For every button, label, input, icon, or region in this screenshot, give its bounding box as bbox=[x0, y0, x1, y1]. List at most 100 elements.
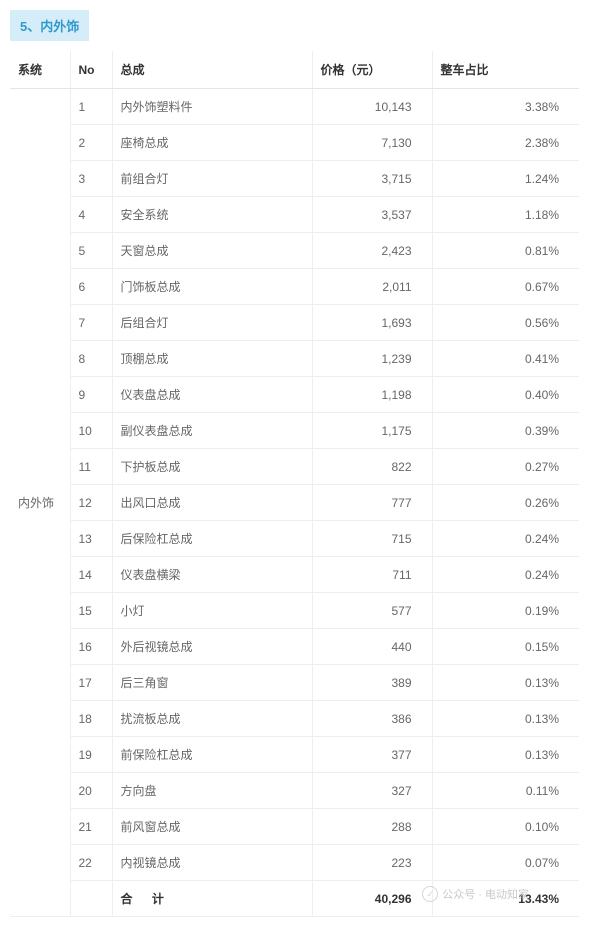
table-row: 6门饰板总成2,0110.67% bbox=[10, 269, 579, 305]
cell-no: 20 bbox=[70, 773, 112, 809]
table-row: 9仪表盘总成1,1980.40% bbox=[10, 377, 579, 413]
cell-no: 11 bbox=[70, 449, 112, 485]
table-row: 18扰流板总成3860.13% bbox=[10, 701, 579, 737]
cell-name: 座椅总成 bbox=[112, 125, 312, 161]
cell-price: 10,143 bbox=[312, 89, 432, 125]
cell-no: 5 bbox=[70, 233, 112, 269]
section-number: 5、 bbox=[20, 19, 40, 34]
cell-name: 副仪表盘总成 bbox=[112, 413, 312, 449]
cell-name: 仪表盘总成 bbox=[112, 377, 312, 413]
cell-price: 7,130 bbox=[312, 125, 432, 161]
cell-name: 方向盘 bbox=[112, 773, 312, 809]
cell-no: 4 bbox=[70, 197, 112, 233]
cell-name: 后组合灯 bbox=[112, 305, 312, 341]
cell-name: 内视镜总成 bbox=[112, 845, 312, 881]
total-price: 40,296 bbox=[312, 881, 432, 917]
cell-ratio: 0.56% bbox=[432, 305, 579, 341]
cell-ratio: 0.81% bbox=[432, 233, 579, 269]
cell-price: 288 bbox=[312, 809, 432, 845]
table-row: 21前风窗总成2880.10% bbox=[10, 809, 579, 845]
cell-name: 门饰板总成 bbox=[112, 269, 312, 305]
cell-price: 3,537 bbox=[312, 197, 432, 233]
cell-ratio: 3.38% bbox=[432, 89, 579, 125]
cell-no: 18 bbox=[70, 701, 112, 737]
table-row: 14仪表盘横梁7110.24% bbox=[10, 557, 579, 593]
wechat-icon: ✓ bbox=[422, 886, 438, 902]
cell-no: 21 bbox=[70, 809, 112, 845]
cell-name: 后三角窗 bbox=[112, 665, 312, 701]
cell-price: 822 bbox=[312, 449, 432, 485]
cell-ratio: 0.39% bbox=[432, 413, 579, 449]
cell-name: 扰流板总成 bbox=[112, 701, 312, 737]
cell-price: 2,423 bbox=[312, 233, 432, 269]
cell-price: 377 bbox=[312, 737, 432, 773]
cell-ratio: 0.40% bbox=[432, 377, 579, 413]
cell-ratio: 1.18% bbox=[432, 197, 579, 233]
cell-no: 1 bbox=[70, 89, 112, 125]
header-system: 系统 bbox=[10, 51, 70, 89]
cell-no: 9 bbox=[70, 377, 112, 413]
cell-no: 19 bbox=[70, 737, 112, 773]
header-price: 价格（元） bbox=[312, 51, 432, 89]
table-row: 5天窗总成2,4230.81% bbox=[10, 233, 579, 269]
cell-no: 14 bbox=[70, 557, 112, 593]
cell-name: 小灯 bbox=[112, 593, 312, 629]
cell-no: 3 bbox=[70, 161, 112, 197]
table-row: 13后保险杠总成7150.24% bbox=[10, 521, 579, 557]
cell-ratio: 0.24% bbox=[432, 557, 579, 593]
cell-ratio: 0.10% bbox=[432, 809, 579, 845]
cell-ratio: 0.15% bbox=[432, 629, 579, 665]
table-row: 2座椅总成7,1302.38% bbox=[10, 125, 579, 161]
cell-ratio: 0.13% bbox=[432, 665, 579, 701]
cell-no: 8 bbox=[70, 341, 112, 377]
cell-name: 顶棚总成 bbox=[112, 341, 312, 377]
table-row: 15小灯5770.19% bbox=[10, 593, 579, 629]
table-row: 3前组合灯3,7151.24% bbox=[10, 161, 579, 197]
table-row: 11下护板总成8220.27% bbox=[10, 449, 579, 485]
section-title: 内外饰 bbox=[40, 19, 79, 34]
table-row: 12出风口总成7770.26% bbox=[10, 485, 579, 521]
cell-name: 仪表盘横梁 bbox=[112, 557, 312, 593]
table-row: 内外饰1内外饰塑料件10,1433.38% bbox=[10, 89, 579, 125]
cell-ratio: 0.19% bbox=[432, 593, 579, 629]
cell-name: 下护板总成 bbox=[112, 449, 312, 485]
cell-no: 2 bbox=[70, 125, 112, 161]
cell-name: 前组合灯 bbox=[112, 161, 312, 197]
cell-name: 外后视镜总成 bbox=[112, 629, 312, 665]
table-row: 4安全系统3,5371.18% bbox=[10, 197, 579, 233]
section-header: 5、内外饰 bbox=[10, 10, 89, 41]
cell-ratio: 0.13% bbox=[432, 701, 579, 737]
cell-no: 17 bbox=[70, 665, 112, 701]
table-row: 19前保险杠总成3770.13% bbox=[10, 737, 579, 773]
cell-ratio: 0.24% bbox=[432, 521, 579, 557]
cell-price: 1,239 bbox=[312, 341, 432, 377]
cell-name: 内外饰塑料件 bbox=[112, 89, 312, 125]
table-row: 22内视镜总成2230.07% bbox=[10, 845, 579, 881]
cell-price: 2,011 bbox=[312, 269, 432, 305]
cell-ratio: 0.67% bbox=[432, 269, 579, 305]
total-label: 合 计 bbox=[112, 881, 312, 917]
cell-no: 6 bbox=[70, 269, 112, 305]
watermark: ✓ 公众号 · 电动知家 bbox=[422, 886, 529, 902]
cell-name: 安全系统 bbox=[112, 197, 312, 233]
system-cell: 内外饰 bbox=[10, 89, 70, 917]
cell-no: 12 bbox=[70, 485, 112, 521]
cell-ratio: 0.13% bbox=[432, 737, 579, 773]
cell-ratio: 0.07% bbox=[432, 845, 579, 881]
cell-price: 327 bbox=[312, 773, 432, 809]
cell-ratio: 2.38% bbox=[432, 125, 579, 161]
cell-price: 777 bbox=[312, 485, 432, 521]
cell-ratio: 0.27% bbox=[432, 449, 579, 485]
cell-price: 440 bbox=[312, 629, 432, 665]
cell-price: 223 bbox=[312, 845, 432, 881]
cell-price: 3,715 bbox=[312, 161, 432, 197]
header-no: No bbox=[70, 51, 112, 89]
cell-name: 出风口总成 bbox=[112, 485, 312, 521]
header-ratio: 整车占比 bbox=[432, 51, 579, 89]
table-row: 7后组合灯1,6930.56% bbox=[10, 305, 579, 341]
table-row: 10副仪表盘总成1,1750.39% bbox=[10, 413, 579, 449]
table-row: 17后三角窗3890.13% bbox=[10, 665, 579, 701]
parts-table: 系统 No 总成 价格（元） 整车占比 内外饰1内外饰塑料件10,1433.38… bbox=[10, 51, 579, 917]
cell-no: 22 bbox=[70, 845, 112, 881]
total-blank bbox=[70, 881, 112, 917]
